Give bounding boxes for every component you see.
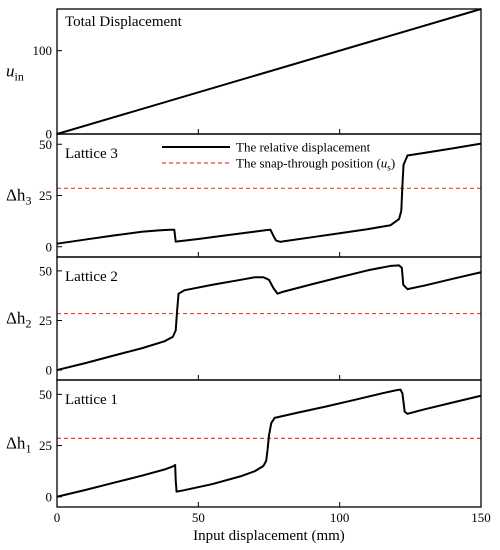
x-tick-label: 0: [54, 510, 61, 525]
y-tick-label: 100: [33, 43, 53, 58]
y-tick-label: 0: [46, 489, 53, 504]
legend-label: The snap-through position (us): [236, 156, 395, 173]
y-axis-label-base: Δh: [6, 186, 26, 205]
series-line: [56, 388, 482, 498]
y-tick-label: 25: [39, 188, 52, 203]
panel-label: Lattice 2: [65, 269, 118, 285]
panel-label: Lattice 1: [65, 392, 118, 408]
y-axis-label-sub: in: [15, 70, 24, 84]
panel-label: Total Displacement: [65, 14, 183, 30]
panel-3: 0 25 50 Lattice 2 Δh2: [6, 256, 482, 381]
legend-label-symbol: u: [381, 156, 388, 171]
y-axis-label: Δh1: [6, 434, 31, 456]
x-tick-label: 150: [471, 510, 491, 525]
y-axis-label: uin: [6, 62, 24, 84]
x-tick-label: 100: [330, 510, 350, 525]
y-axis-label-sub: 1: [25, 442, 31, 456]
y-tick-label: 0: [46, 363, 53, 378]
y-axis-label-base: Δh: [6, 434, 26, 453]
legend-label: The relative displacement: [236, 140, 371, 155]
y-tick-label: 0: [46, 127, 53, 142]
x-tick-label: 50: [192, 510, 205, 525]
plot-frame: [56, 379, 482, 508]
panel-label: Lattice 3: [65, 146, 118, 162]
plot-frame: [56, 256, 482, 381]
series-line: [56, 264, 482, 372]
x-axis-label: Input displacement (mm): [193, 528, 345, 544]
legend-label-close: ): [391, 156, 395, 171]
y-tick-label: 25: [39, 313, 52, 328]
panel-2: 0 25 50 Lattice 3 Δh3 The relative displaceme…: [6, 133, 482, 258]
y-tick-label: 0: [46, 239, 53, 254]
legend-label-text: The snap-through position (: [236, 156, 381, 171]
y-tick-label: 50: [39, 137, 52, 152]
y-tick-label: 50: [39, 263, 52, 278]
panel-4: 0 25 50 Lattice 1 Δh1 0 50 100 150 Input displace…: [6, 379, 491, 544]
y-axis-label-base: u: [6, 62, 15, 81]
series-line: [56, 142, 482, 245]
legend-label-sub: s: [387, 163, 391, 173]
series-line: [56, 8, 482, 135]
y-axis-label: Δh2: [6, 309, 31, 331]
panel-1: 0 100 Total Displacement uin: [6, 8, 482, 142]
y-axis-label-sub: 3: [25, 194, 31, 208]
y-axis-label: Δh3: [6, 186, 31, 208]
y-axis-label-base: Δh: [6, 309, 26, 328]
y-axis-label-sub: 2: [25, 317, 31, 331]
y-tick-label: 25: [39, 438, 52, 453]
y-tick-label: 50: [39, 387, 52, 402]
